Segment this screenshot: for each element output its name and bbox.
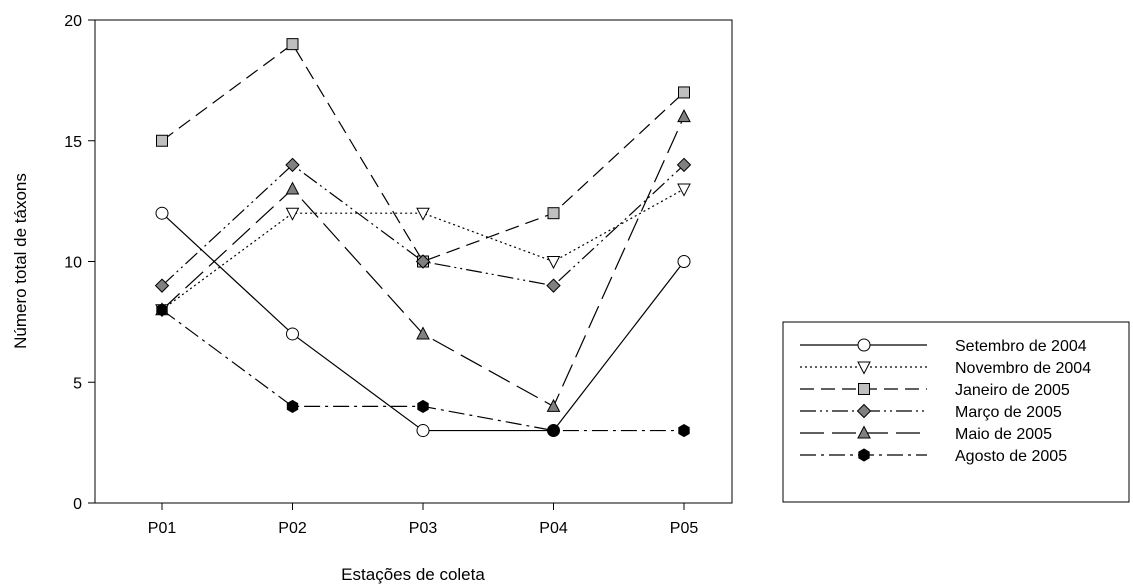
series-lines bbox=[161, 43, 685, 432]
data-point bbox=[415, 254, 431, 269]
x-tick-label: P04 bbox=[539, 520, 568, 537]
data-point bbox=[156, 303, 168, 317]
x-tick-label: P01 bbox=[148, 520, 177, 537]
legend-label: Maio de 2005 bbox=[955, 426, 1052, 443]
series-2 bbox=[155, 183, 691, 318]
series-3 bbox=[156, 38, 690, 268]
data-point bbox=[155, 206, 169, 220]
legend-marker bbox=[857, 338, 871, 352]
legend-label: Janeiro de 2005 bbox=[955, 382, 1070, 399]
data-point bbox=[285, 181, 300, 195]
legend: Setembro de 2004 Novembro de 2004 Janeiro … bbox=[782, 321, 1130, 503]
x-tick-label: P05 bbox=[670, 520, 699, 537]
data-point bbox=[678, 86, 690, 99]
y-tick-label: 20 bbox=[64, 13, 82, 30]
series-6 bbox=[156, 303, 690, 438]
data-point bbox=[285, 157, 300, 173]
y-tick-label: 15 bbox=[64, 134, 82, 151]
y-tick-label: 10 bbox=[64, 255, 82, 272]
data-point bbox=[286, 327, 299, 341]
data-point bbox=[547, 207, 560, 220]
data-point bbox=[417, 399, 429, 413]
legend-marker bbox=[856, 403, 872, 419]
legend-label: Setembro de 2004 bbox=[955, 338, 1087, 355]
data-point bbox=[546, 398, 561, 412]
legend-label: Agosto de 2005 bbox=[955, 448, 1067, 465]
legend-marker bbox=[857, 425, 871, 439]
data-point bbox=[285, 207, 300, 221]
axes: 0 5 10 15 20 P01 P02 P03 P04 P05 bbox=[64, 13, 698, 537]
data-point bbox=[547, 423, 560, 438]
data-point bbox=[154, 278, 170, 293]
data-point bbox=[156, 134, 168, 147]
series-line bbox=[161, 212, 685, 432]
legend-marker bbox=[858, 448, 870, 462]
data-point bbox=[676, 157, 692, 173]
y-axis-label: Número total de táxons bbox=[11, 173, 30, 349]
x-axis-label: Estações de coleta bbox=[341, 565, 485, 584]
data-point bbox=[677, 183, 691, 197]
data-point bbox=[546, 278, 561, 293]
series-markers bbox=[154, 38, 692, 438]
legend-label: Novembro de 2004 bbox=[955, 360, 1091, 377]
series-4 bbox=[154, 157, 692, 293]
data-point bbox=[416, 424, 430, 438]
y-tick-label: 0 bbox=[73, 496, 82, 513]
series-line bbox=[161, 43, 685, 263]
x-tick-label: P03 bbox=[409, 520, 438, 537]
legend-label: Março de 2005 bbox=[955, 404, 1062, 421]
data-point bbox=[286, 399, 299, 413]
data-point bbox=[677, 109, 691, 123]
x-tick-label: P02 bbox=[278, 520, 307, 537]
data-point bbox=[677, 255, 691, 268]
data-point bbox=[286, 38, 299, 51]
series-line bbox=[161, 188, 685, 311]
legend-box bbox=[782, 321, 1130, 503]
data-point bbox=[416, 207, 430, 221]
data-point bbox=[546, 256, 561, 270]
data-point bbox=[678, 423, 690, 438]
y-tick-label: 5 bbox=[73, 375, 82, 392]
data-point bbox=[416, 326, 430, 340]
legend-marker bbox=[858, 383, 870, 395]
legend-marker bbox=[857, 361, 871, 375]
